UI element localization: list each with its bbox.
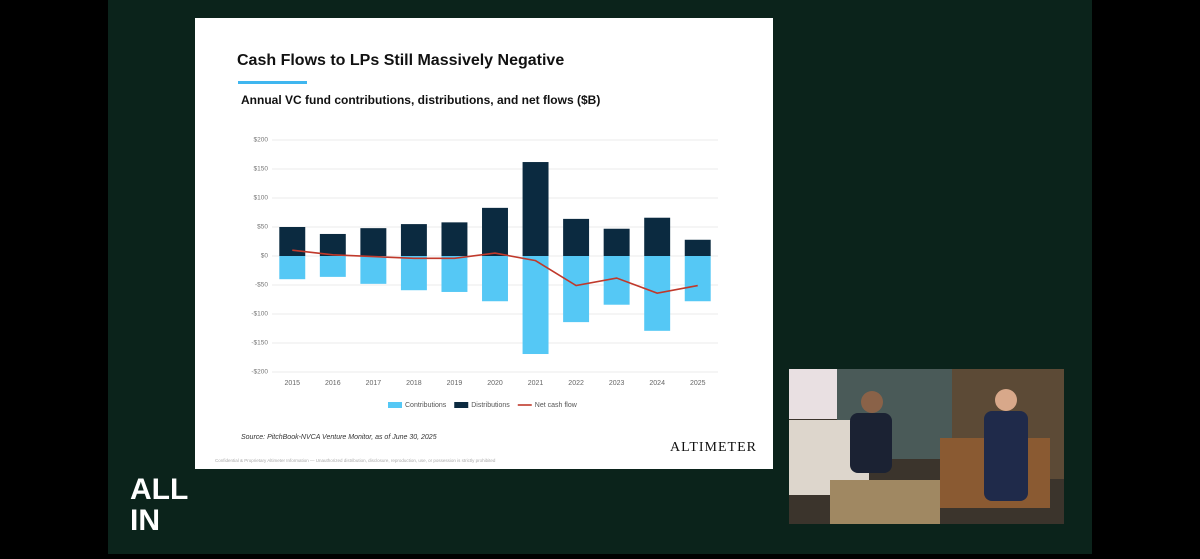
y-tick-label: $200 — [254, 137, 269, 144]
y-tick-label: -$150 — [251, 340, 268, 347]
bar — [684, 239, 711, 256]
y-tick-label: $50 — [257, 224, 268, 231]
y-tick-label: -$50 — [255, 282, 268, 289]
y-tick-label: $150 — [254, 166, 269, 173]
x-tick-label: 2018 — [406, 380, 422, 387]
x-tick-label: 2019 — [447, 380, 463, 387]
line — [292, 249, 698, 294]
y-tick-label: -$200 — [251, 369, 268, 376]
x-tick-label: 2017 — [366, 380, 382, 387]
bar — [319, 233, 346, 256]
legend-label: Distributions — [471, 402, 510, 409]
bar — [360, 256, 387, 284]
x-tick-label: 2025 — [690, 380, 706, 387]
x-tick-label: 2021 — [528, 380, 544, 387]
bar — [400, 224, 427, 256]
x-tick-label: 2020 — [487, 380, 503, 387]
bar — [563, 218, 590, 256]
bar — [522, 162, 549, 256]
bar — [603, 228, 630, 256]
bar — [319, 256, 346, 277]
bar — [644, 217, 671, 256]
x-tick-label: 2024 — [649, 380, 665, 387]
bar — [482, 256, 508, 302]
heading-rule — [238, 81, 307, 84]
bar — [400, 256, 427, 291]
logo-line: ALL — [130, 473, 188, 506]
x-tick-label: 2023 — [609, 380, 625, 387]
logo-line: IN — [130, 504, 160, 537]
legend-label: Contributions — [405, 402, 447, 409]
y-tick-label: $100 — [254, 195, 269, 202]
bar — [482, 207, 508, 256]
bar — [441, 256, 468, 292]
y-tick-label: -$100 — [251, 311, 268, 318]
bar — [279, 256, 306, 280]
legend-swatch — [388, 402, 402, 408]
y-tick-label: $0 — [261, 253, 269, 260]
bar — [684, 256, 711, 302]
x-tick-label: 2016 — [325, 380, 341, 387]
legend-swatch — [454, 402, 469, 408]
x-tick-label: 2022 — [568, 380, 584, 387]
chart-title: Annual VC fund contributions, distributi… — [241, 93, 600, 107]
bar — [360, 228, 387, 256]
source-note: Source: PitchBook-NVCA Venture Monitor, … — [241, 434, 437, 441]
bar — [441, 222, 468, 256]
bar — [522, 256, 549, 355]
footer-note: Confidential & Proprietary Altimeter Inf… — [215, 458, 496, 463]
legend-label: Net cash flow — [535, 402, 578, 409]
brand: ALTIMETER — [670, 440, 757, 455]
video-inset — [789, 369, 1064, 524]
bar — [563, 256, 590, 323]
x-tick-label: 2015 — [284, 380, 300, 387]
slide-heading: Cash Flows to LPs Still Massively Negati… — [237, 52, 564, 69]
